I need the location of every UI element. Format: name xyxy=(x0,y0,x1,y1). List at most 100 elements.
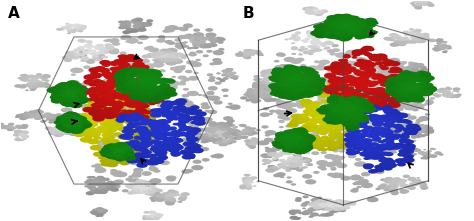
Circle shape xyxy=(117,154,128,159)
Circle shape xyxy=(265,169,270,171)
Circle shape xyxy=(247,144,250,145)
Circle shape xyxy=(149,98,157,102)
Circle shape xyxy=(220,129,224,131)
Circle shape xyxy=(317,30,324,34)
Circle shape xyxy=(408,61,414,64)
Circle shape xyxy=(385,185,392,188)
Circle shape xyxy=(128,28,133,30)
Circle shape xyxy=(359,177,364,179)
Circle shape xyxy=(351,31,358,34)
Circle shape xyxy=(342,30,348,33)
Circle shape xyxy=(131,83,140,87)
Circle shape xyxy=(276,69,288,74)
Circle shape xyxy=(337,113,349,118)
Circle shape xyxy=(398,66,405,69)
Circle shape xyxy=(107,46,115,49)
Circle shape xyxy=(130,145,137,148)
Circle shape xyxy=(266,169,275,173)
Circle shape xyxy=(318,116,324,120)
Circle shape xyxy=(289,210,298,214)
Circle shape xyxy=(80,25,87,28)
Circle shape xyxy=(148,99,157,103)
Circle shape xyxy=(422,71,426,73)
Circle shape xyxy=(360,93,369,97)
Circle shape xyxy=(187,147,200,153)
Circle shape xyxy=(317,147,325,151)
Circle shape xyxy=(308,88,315,91)
Circle shape xyxy=(195,166,203,170)
Circle shape xyxy=(332,128,342,133)
Circle shape xyxy=(261,86,265,88)
Circle shape xyxy=(343,19,355,24)
Circle shape xyxy=(266,168,274,172)
Circle shape xyxy=(356,186,362,188)
Circle shape xyxy=(349,129,361,134)
Circle shape xyxy=(363,92,369,95)
Circle shape xyxy=(364,28,370,31)
Circle shape xyxy=(250,138,259,142)
Circle shape xyxy=(325,162,337,167)
Circle shape xyxy=(333,102,342,107)
Circle shape xyxy=(347,100,356,104)
Circle shape xyxy=(169,137,176,140)
Circle shape xyxy=(321,200,328,203)
Circle shape xyxy=(311,142,319,146)
Circle shape xyxy=(346,101,356,106)
Circle shape xyxy=(358,109,365,112)
Circle shape xyxy=(136,72,148,77)
Circle shape xyxy=(261,84,269,88)
Circle shape xyxy=(106,145,114,149)
Circle shape xyxy=(395,126,405,130)
Circle shape xyxy=(170,147,177,150)
Circle shape xyxy=(379,65,386,68)
Circle shape xyxy=(360,91,373,97)
Circle shape xyxy=(113,59,124,64)
Circle shape xyxy=(305,141,312,144)
Circle shape xyxy=(353,32,361,36)
Circle shape xyxy=(192,133,199,136)
Circle shape xyxy=(64,89,75,94)
Circle shape xyxy=(159,51,166,54)
Circle shape xyxy=(118,151,128,155)
Circle shape xyxy=(205,110,210,113)
Circle shape xyxy=(345,100,351,103)
Circle shape xyxy=(411,76,423,81)
Circle shape xyxy=(73,120,85,126)
Circle shape xyxy=(132,151,139,154)
Circle shape xyxy=(384,177,393,181)
Circle shape xyxy=(419,39,423,42)
Circle shape xyxy=(161,132,172,136)
Circle shape xyxy=(63,121,73,126)
Circle shape xyxy=(224,137,229,139)
Circle shape xyxy=(344,74,352,78)
Circle shape xyxy=(295,199,301,202)
Circle shape xyxy=(283,57,295,62)
Circle shape xyxy=(190,35,195,37)
Circle shape xyxy=(362,77,367,79)
Circle shape xyxy=(389,182,396,185)
Circle shape xyxy=(173,144,178,147)
Circle shape xyxy=(112,112,126,118)
Circle shape xyxy=(313,11,320,14)
Circle shape xyxy=(380,96,393,102)
Circle shape xyxy=(144,218,146,219)
Circle shape xyxy=(58,118,69,123)
Circle shape xyxy=(388,98,395,102)
Circle shape xyxy=(110,112,121,116)
Circle shape xyxy=(344,131,350,134)
Circle shape xyxy=(409,177,416,180)
Circle shape xyxy=(284,75,292,79)
Circle shape xyxy=(82,107,95,113)
Circle shape xyxy=(113,110,123,115)
Circle shape xyxy=(190,51,196,55)
Circle shape xyxy=(144,81,150,84)
Circle shape xyxy=(291,136,301,141)
Circle shape xyxy=(393,78,402,82)
Circle shape xyxy=(34,116,41,120)
Circle shape xyxy=(57,94,67,99)
Circle shape xyxy=(411,140,416,142)
Circle shape xyxy=(290,130,296,132)
Circle shape xyxy=(391,128,398,131)
Circle shape xyxy=(315,84,325,88)
Circle shape xyxy=(293,132,302,136)
